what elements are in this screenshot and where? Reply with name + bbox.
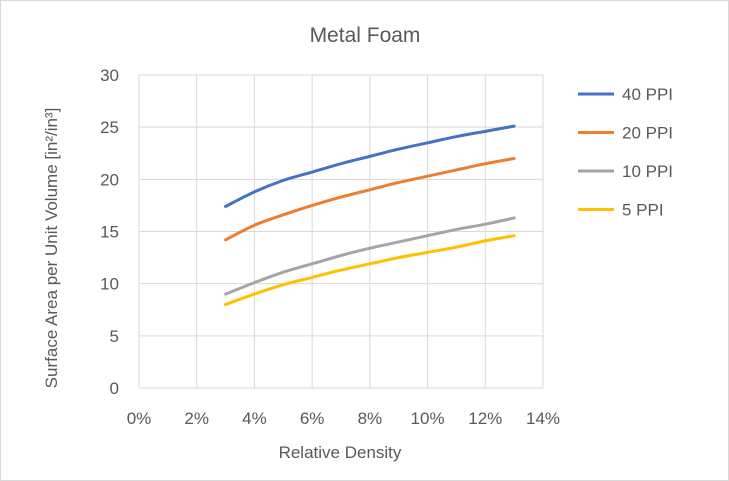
- x-tick-label: 8%: [358, 409, 383, 428]
- y-axis-title: Surface Area per Unit Volume [in²/in³]: [42, 108, 61, 389]
- series-line-10-ppi: [224, 216, 516, 296]
- x-axis-title: Relative Density: [279, 443, 402, 462]
- x-tick-label: 10%: [411, 409, 445, 428]
- x-tick-label: 4%: [242, 409, 267, 428]
- x-tick-label: 6%: [300, 409, 325, 428]
- legend-label-40-ppi: 40 PPI: [622, 85, 673, 104]
- series-line-5-ppi: [224, 234, 516, 307]
- legend-label-5-ppi: 5 PPI: [622, 201, 664, 220]
- y-tick-label: 0: [110, 379, 119, 398]
- y-tick-label: 25: [100, 118, 119, 137]
- legend: 40 PPI 20 PPI 10 PPI 5 PPI: [578, 85, 673, 220]
- plot-series: [224, 124, 516, 307]
- gridlines: [138, 74, 544, 389]
- y-tick-label: 20: [100, 170, 119, 189]
- legend-label-20-ppi: 20 PPI: [622, 124, 673, 143]
- chart-title: Metal Foam: [310, 24, 421, 47]
- y-tick-label: 10: [100, 275, 119, 294]
- x-tick-label: 12%: [468, 409, 502, 428]
- x-tick-label: 2%: [184, 409, 209, 428]
- x-tick-label: 0%: [127, 409, 152, 428]
- y-tick-label: 15: [100, 223, 119, 242]
- x-axis-tick-labels: 0% 2% 4% 6% 8% 10% 12% 14%: [127, 409, 560, 428]
- x-tick-label: 14%: [526, 409, 560, 428]
- series-line-40-ppi: [224, 124, 516, 208]
- series-line-20-ppi: [224, 156, 516, 242]
- y-tick-label: 5: [110, 327, 119, 346]
- y-axis-tick-labels: 0 5 10 15 20 25 30: [100, 66, 119, 398]
- legend-label-10-ppi: 10 PPI: [622, 162, 673, 181]
- y-tick-label: 30: [100, 66, 119, 85]
